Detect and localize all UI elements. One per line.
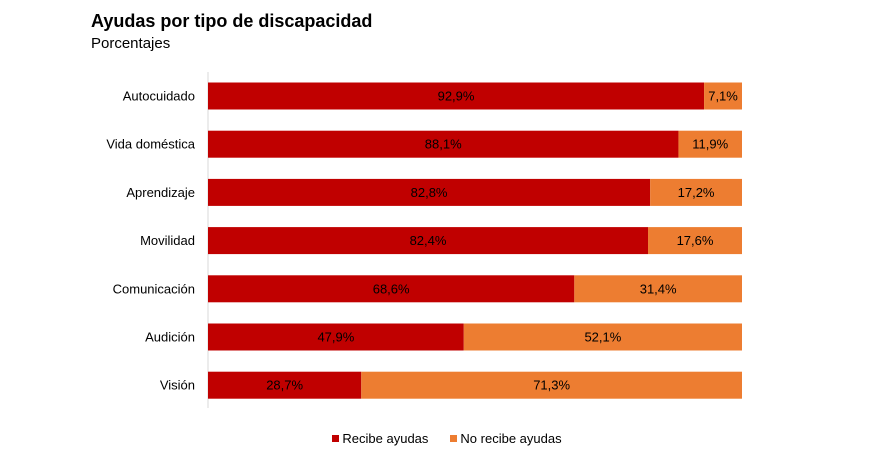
bar-no-recibe-vision xyxy=(361,371,742,399)
bar-recibe-comunicacion xyxy=(208,275,575,303)
bar-recibe-movilidad xyxy=(208,227,649,255)
category-label-aprendizaje: Aprendizaje xyxy=(126,185,195,200)
category-label-vision: Visión xyxy=(160,378,195,393)
data-label-no-recibe-audicion: 52,1% xyxy=(584,330,621,345)
bar-no-recibe-comunicacion xyxy=(574,275,742,303)
legend-label-recibe: Recibe ayudas xyxy=(342,431,429,446)
chart-title: Ayudas por tipo de discapacidad xyxy=(91,11,373,31)
category-label-comunicacion: Comunicación xyxy=(113,281,195,296)
data-label-recibe-movilidad: 82,4% xyxy=(410,233,447,248)
category-label-vida-domestica: Vida doméstica xyxy=(106,137,195,152)
bar-recibe-aprendizaje xyxy=(208,178,651,206)
data-label-recibe-comunicacion: 68,6% xyxy=(373,281,410,296)
data-label-recibe-vida-domestica: 88,1% xyxy=(425,137,462,152)
data-label-no-recibe-movilidad: 17,6% xyxy=(677,233,714,248)
data-label-recibe-autocuidado: 92,9% xyxy=(438,89,475,104)
data-label-recibe-vision: 28,7% xyxy=(266,378,303,393)
bar-no-recibe-audicion xyxy=(463,323,742,351)
bar-recibe-audicion xyxy=(208,323,464,351)
data-label-no-recibe-aprendizaje: 17,2% xyxy=(678,185,715,200)
legend-item-recibe: Recibe ayudas xyxy=(332,431,428,446)
category-label-movilidad: Movilidad xyxy=(140,233,195,248)
data-label-no-recibe-vision: 71,3% xyxy=(533,378,570,393)
category-label-autocuidado: Autocuidado xyxy=(123,89,195,104)
data-label-no-recibe-comunicacion: 31,4% xyxy=(640,281,677,296)
bar-no-recibe-aprendizaje xyxy=(650,178,742,206)
bar-recibe-autocuidado xyxy=(208,82,705,110)
data-label-recibe-aprendizaje: 82,8% xyxy=(411,185,448,200)
category-label-audicion: Audición xyxy=(145,330,195,345)
data-label-no-recibe-vida-domestica: 11,9% xyxy=(692,137,728,152)
legend-label-no-recibe: No recibe ayudas xyxy=(460,431,562,446)
data-label-no-recibe-autocuidado: 7,1% xyxy=(708,89,738,104)
bar-no-recibe-movilidad xyxy=(648,227,742,255)
chart-legend: Recibe ayudas No recibe ayudas xyxy=(0,431,894,446)
legend-item-no-recibe: No recibe ayudas xyxy=(450,431,562,446)
legend-swatch-no-recibe xyxy=(450,435,458,442)
bar-recibe-vida-domestica xyxy=(208,130,679,158)
chart-subtitle: Porcentajes xyxy=(91,35,171,52)
bar-no-recibe-autocuidado xyxy=(704,82,742,110)
data-label-recibe-audicion: 47,9% xyxy=(317,330,354,345)
bar-recibe-vision xyxy=(208,371,362,399)
legend-swatch-recibe xyxy=(332,435,340,442)
bar-no-recibe-vida-domestica xyxy=(678,130,742,158)
